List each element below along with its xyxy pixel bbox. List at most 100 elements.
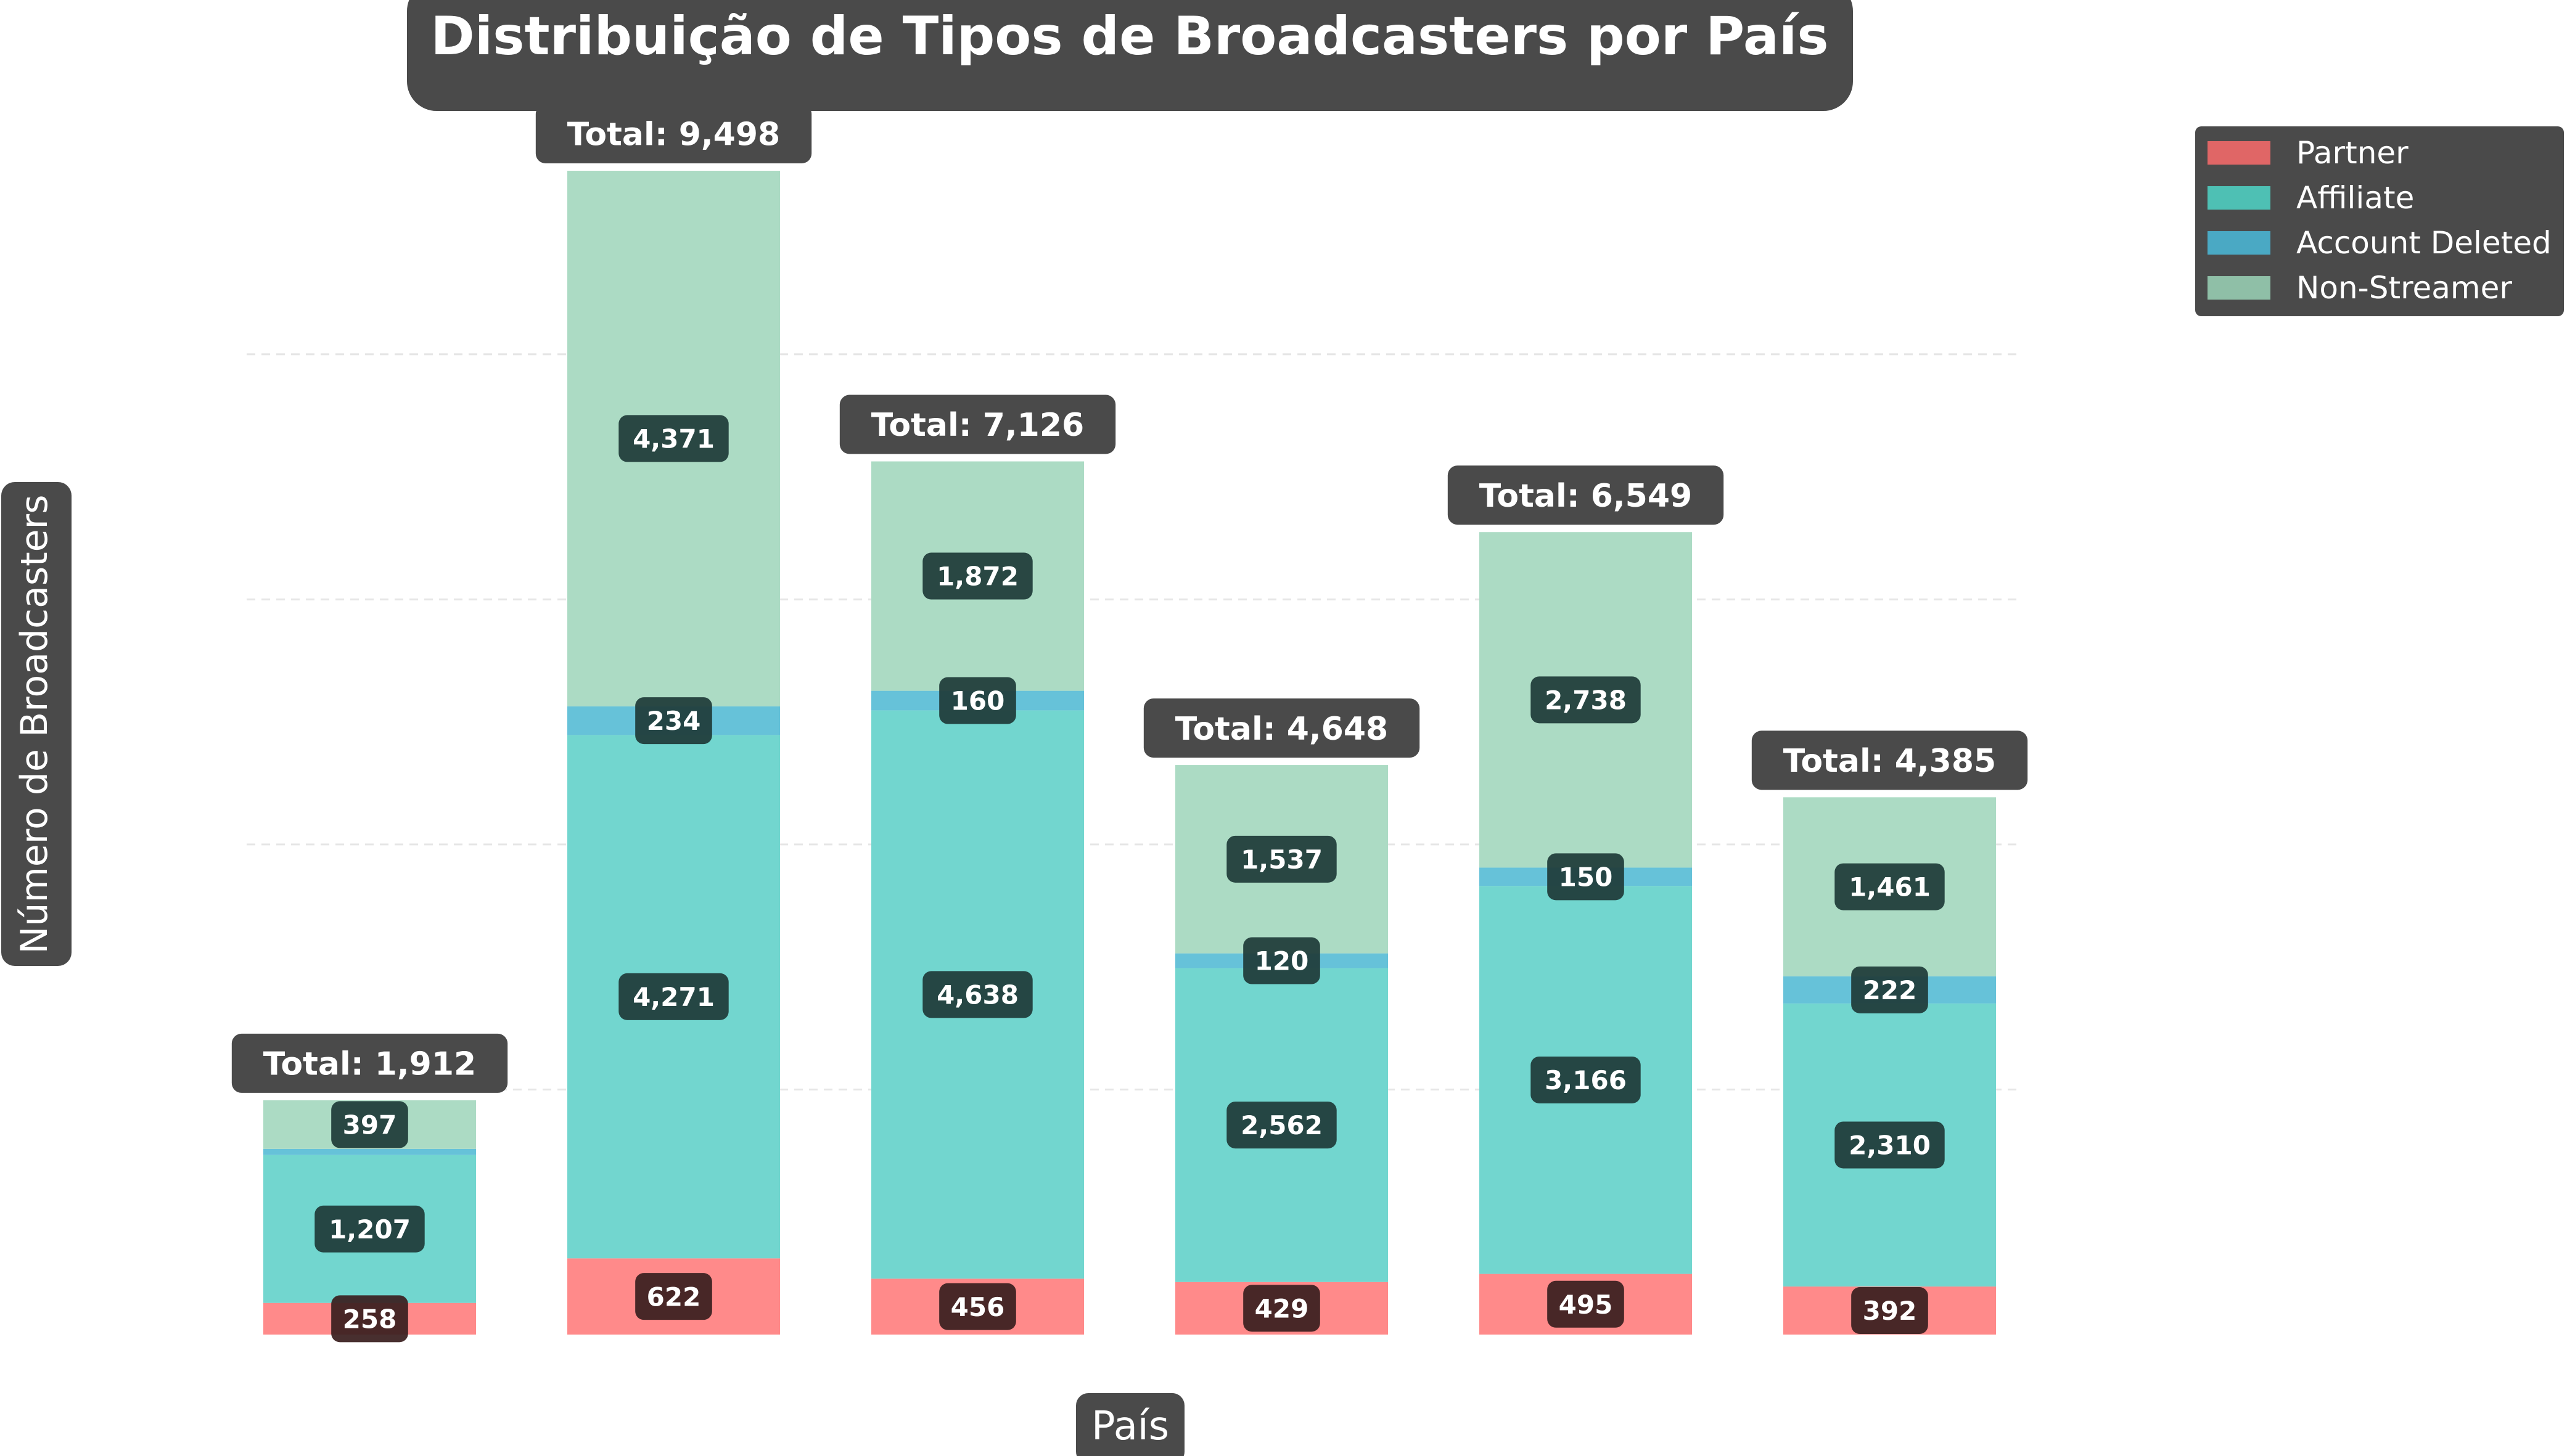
data-label-text: 392 (1863, 1296, 1917, 1326)
data-label: 429 (1243, 1285, 1320, 1332)
data-label-bg (635, 697, 712, 745)
x-axis-label-box: País (1076, 1393, 1185, 1456)
data-label: 2,310 (1834, 1121, 1945, 1169)
data-label: 150 (1547, 853, 1624, 901)
chart-title-box: Distribuição de Tipos de Broadcasters po… (407, 0, 1853, 111)
total-label-bg (231, 1033, 508, 1093)
data-label-text: 1,537 (1241, 845, 1323, 875)
data-label: 4,271 (618, 973, 729, 1020)
data-label: 4,638 (922, 971, 1033, 1018)
data-label-text: 222 (1863, 975, 1917, 1005)
data-label-bg (1530, 1056, 1641, 1103)
data-label: 2,562 (1226, 1102, 1337, 1149)
data-label-bg (1530, 676, 1641, 724)
data-label-text: 397 (343, 1110, 397, 1140)
data-label: 397 (331, 1101, 408, 1148)
legend-swatch (2208, 186, 2270, 210)
data-label-bg (1547, 853, 1624, 901)
total-label-bg (1143, 698, 1420, 758)
data-label: 160 (939, 677, 1016, 724)
data-label-text: 258 (343, 1304, 397, 1334)
data-label: 222 (1851, 966, 1928, 1013)
data-label: 258 (331, 1295, 408, 1343)
data-label-bg (618, 973, 729, 1020)
data-label-text: 160 (951, 686, 1005, 716)
data-label-text: 1,461 (1849, 872, 1931, 902)
data-label-bg (331, 1295, 408, 1343)
data-label-text: 2,562 (1241, 1110, 1323, 1140)
data-label-text: 4,638 (937, 980, 1019, 1010)
data-label-text: 2,310 (1849, 1131, 1931, 1161)
data-label-bg (1243, 1285, 1320, 1332)
total-label-bg (535, 104, 812, 163)
data-label-text: 150 (1559, 862, 1613, 892)
legend-swatch (2208, 231, 2270, 255)
data-label-text: 2,738 (1545, 685, 1627, 715)
data-label: 1,461 (1834, 863, 1945, 910)
data-label: 3,166 (1530, 1056, 1641, 1103)
data-label-bg (922, 552, 1033, 600)
total-label-bg (1751, 730, 2028, 790)
value-labels: 258 1,207 397 Total: 1,912 622 4,271 234 4,371 T… (231, 104, 2028, 1343)
bars (263, 171, 1996, 1335)
data-label-bg (1226, 1102, 1337, 1149)
legend-label: Partner (2296, 135, 2409, 171)
total-label: Total: 6,549 (1447, 465, 1724, 525)
data-label-bg (1226, 835, 1337, 883)
bar-account-deleted (263, 1148, 476, 1155)
data-label: 495 (1547, 1280, 1624, 1328)
legend-label: Affiliate (2296, 180, 2414, 216)
total-label-bg (1447, 465, 1724, 525)
data-label-bg (1834, 1121, 1945, 1169)
data-label: 120 (1243, 937, 1320, 984)
data-label: 1,537 (1226, 835, 1337, 883)
data-label-text: 120 (1255, 946, 1309, 976)
total-label-text: Total: 7,126 (871, 407, 1084, 444)
data-label-text: 622 (647, 1282, 701, 1312)
total-label-text: Total: 9,498 (567, 117, 780, 153)
total-label-text: Total: 1,912 (263, 1046, 476, 1083)
total-label-text: Total: 6,549 (1479, 478, 1692, 515)
data-label-text: 3,166 (1545, 1065, 1627, 1095)
data-label-bg (1834, 863, 1945, 910)
y-axis-label: Número de Broadcasters (13, 495, 56, 954)
total-label: Total: 7,126 (839, 395, 1116, 454)
data-label: 4,371 (618, 415, 729, 462)
total-label-text: Total: 4,648 (1175, 711, 1388, 748)
total-label: Total: 9,498 (535, 104, 812, 163)
x-axis-label: País (1091, 1404, 1169, 1449)
data-label-bg (635, 1273, 712, 1320)
grid-lines (247, 353, 2016, 1090)
y-axis-label-box: Número de Broadcasters (1, 482, 72, 966)
legend-label: Non-Streamer (2296, 270, 2512, 306)
data-label-bg (618, 415, 729, 462)
legend-label: Account Deleted (2296, 225, 2552, 261)
total-label: Total: 1,912 (231, 1033, 508, 1093)
data-label-bg (1547, 1280, 1624, 1328)
data-label: 392 (1851, 1287, 1928, 1335)
data-label-text: 4,271 (633, 982, 715, 1012)
legend-swatch (2208, 276, 2270, 300)
data-label-text: 234 (647, 706, 701, 736)
data-label-bg (922, 971, 1033, 1018)
data-label-text: 1,207 (329, 1214, 411, 1245)
legend: Partner Affiliate Account Deleted Non-Strea… (2195, 126, 2564, 316)
data-label: 456 (939, 1283, 1016, 1330)
data-label: 2,738 (1530, 676, 1641, 724)
data-label: 1,872 (922, 552, 1033, 600)
data-label-text: 4,371 (633, 424, 715, 454)
data-label-bg (1243, 937, 1320, 984)
data-label-bg (1851, 1287, 1928, 1335)
data-label-bg (314, 1205, 425, 1253)
legend-swatch (2208, 141, 2270, 165)
data-label-text: 429 (1255, 1293, 1309, 1323)
data-label-bg (1851, 966, 1928, 1013)
total-label: Total: 4,385 (1751, 730, 2028, 790)
data-label-text: 1,872 (937, 562, 1019, 592)
data-label: 1,207 (314, 1205, 425, 1253)
data-label: 622 (635, 1273, 712, 1320)
data-label-text: 456 (951, 1292, 1005, 1322)
data-label-bg (331, 1101, 408, 1148)
data-label: 234 (635, 697, 712, 745)
